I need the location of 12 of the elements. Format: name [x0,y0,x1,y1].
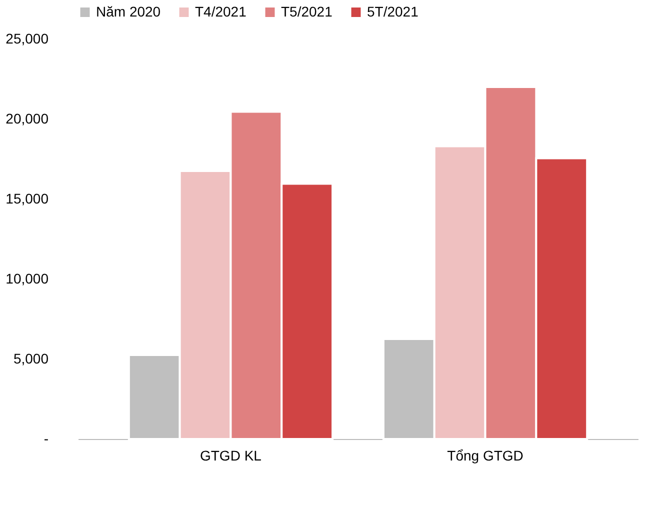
y-tick-label: 10,000 [6,270,49,286]
y-tick-label: 5,000 [13,350,49,366]
y-tick-label: 20,000 [6,110,49,126]
legend-label: T4/2021 [195,3,247,20]
legend-label: T5/2021 [281,3,333,20]
y-tick-label: 25,000 [6,30,49,46]
y-tick-label: 15,000 [6,190,49,206]
legend-label: Năm 2020 [96,3,161,20]
legend-label: 5T/2021 [367,3,419,20]
x-tick-label: GTGD KL [200,448,262,464]
y-tick-label: - [44,430,49,446]
x-tick-label: Tổng GTGD [447,448,524,464]
